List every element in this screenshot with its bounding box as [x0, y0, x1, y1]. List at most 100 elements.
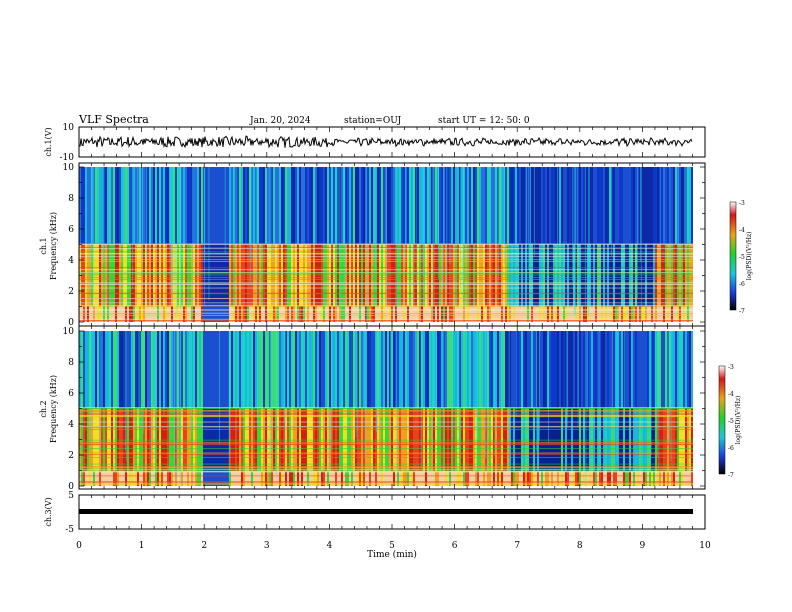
spectrogram-cell — [455, 167, 457, 245]
spectrogram-cell — [399, 244, 401, 307]
spectrogram-cell — [149, 167, 151, 245]
spectrogram-cell — [329, 470, 331, 486]
spectrogram-cell — [161, 408, 163, 471]
spectrogram-cell — [135, 306, 137, 322]
spectrogram-cell — [493, 408, 495, 471]
spectrogram-cell — [429, 244, 431, 307]
spectrogram-cell — [123, 244, 125, 307]
spectrogram-cell — [313, 331, 315, 409]
spectrogram-cell — [315, 408, 317, 471]
spectrogram-cell — [619, 408, 621, 471]
spectrogram-cell — [457, 331, 459, 409]
spectrogram-cell — [309, 408, 311, 471]
spectrogram-cell — [441, 408, 443, 471]
spectrogram-cell — [365, 244, 367, 307]
spectrogram-cell — [157, 244, 159, 307]
spectrogram-cell — [223, 408, 225, 471]
spectrogram-cell — [219, 408, 221, 471]
spectrogram-cell — [547, 331, 549, 409]
time-tick-label: 3 — [264, 541, 270, 551]
spectrogram-spike — [224, 167, 226, 254]
spectrogram-stripe — [79, 467, 693, 468]
spectrogram-spike — [670, 331, 672, 462]
spectrogram-cell — [623, 244, 625, 307]
spectrogram-cell — [577, 244, 579, 307]
spectrogram-cell — [187, 306, 189, 322]
spectrogram-cell — [157, 306, 159, 322]
spectrogram-cell — [439, 244, 441, 307]
spectrogram-cell — [557, 167, 559, 245]
spectrogram-cell — [415, 408, 417, 471]
ch1-frequency-axis-label: Frequency (kHz) — [49, 212, 58, 280]
spectrogram-cell — [131, 306, 133, 322]
spectrogram-spike — [228, 331, 230, 480]
spectrogram-cell — [529, 470, 531, 486]
spectrogram-cell — [229, 470, 231, 486]
spectrogram-cell — [261, 408, 263, 471]
spectrogram-cell — [105, 167, 107, 245]
spectrogram-cell — [285, 408, 287, 471]
spectrogram-cell — [611, 167, 613, 245]
spectrogram-spike — [515, 331, 517, 417]
spectrogram-cell — [373, 470, 375, 486]
spectrogram-spike — [270, 331, 271, 458]
spectrogram-cell — [543, 470, 545, 486]
spectrogram-cell — [679, 167, 681, 245]
spectrogram-stripe — [79, 269, 693, 271]
spectrogram-spike — [669, 331, 670, 444]
spectrogram-cell — [197, 408, 199, 471]
spectrogram-cell — [489, 470, 491, 486]
ch2-colorbar: -3 -4 -5 -6 -7 log(PSD)(V²/Hz) — [718, 364, 742, 479]
spectrogram-cell — [425, 470, 427, 486]
spectrogram-cell — [205, 408, 207, 471]
spectrogram-spike — [566, 331, 568, 418]
spectrogram-cell — [229, 244, 231, 307]
spectrogram-cell — [615, 331, 617, 409]
spectrogram-cell — [327, 167, 329, 245]
spectrogram-cell — [201, 306, 203, 322]
spectrogram-cell — [207, 331, 209, 409]
spectrogram-cell — [461, 167, 463, 245]
spectrogram-cell — [439, 306, 441, 322]
spectrogram-cell — [359, 470, 361, 486]
spectrogram-cell — [683, 470, 685, 486]
spectrogram-cell — [495, 408, 497, 471]
spectrogram-cell — [451, 408, 453, 471]
spectrogram-cell — [547, 244, 549, 307]
spectrogram-cell — [109, 470, 111, 486]
spectrogram-cell — [491, 244, 493, 307]
spectrogram-cell — [647, 470, 649, 486]
spectrogram-cell — [505, 408, 507, 471]
spectrogram-cell — [231, 408, 233, 471]
spectrogram-cell — [295, 244, 297, 307]
spectrogram-cell — [591, 244, 593, 307]
spectrogram-cell — [413, 408, 415, 471]
spectrogram-cell — [659, 408, 661, 471]
spectrogram-cell — [687, 306, 689, 322]
spectrogram-cell — [325, 244, 327, 307]
spectrogram-cell — [253, 408, 255, 471]
spectrogram-cell — [653, 331, 655, 409]
spectrogram-cell — [435, 167, 437, 245]
spectrogram-cell — [353, 244, 355, 307]
spectrogram-cell — [239, 408, 241, 471]
spectrogram-cell — [629, 408, 631, 471]
spectrogram-cell — [443, 306, 445, 322]
spectrogram-cell — [161, 244, 163, 307]
spectrogram-cell — [663, 331, 665, 409]
spectrogram-cell — [139, 167, 141, 245]
spectrogram-cell — [145, 306, 147, 322]
spectrogram-spike — [438, 167, 439, 279]
spectrogram-cell — [423, 408, 425, 471]
spectrogram-cell — [475, 244, 477, 307]
spectrogram-spike — [386, 167, 387, 303]
spectrogram-cell — [79, 306, 81, 322]
spectrogram-cell — [385, 331, 387, 409]
spectrogram-cell — [591, 408, 593, 471]
spectrogram-spike — [557, 167, 558, 272]
spectrogram-cell — [241, 470, 243, 486]
spectrogram-spike — [250, 167, 252, 262]
spectrogram-cell — [527, 408, 529, 471]
spectrogram-cell — [431, 167, 433, 245]
spectrogram-cell — [381, 244, 383, 307]
